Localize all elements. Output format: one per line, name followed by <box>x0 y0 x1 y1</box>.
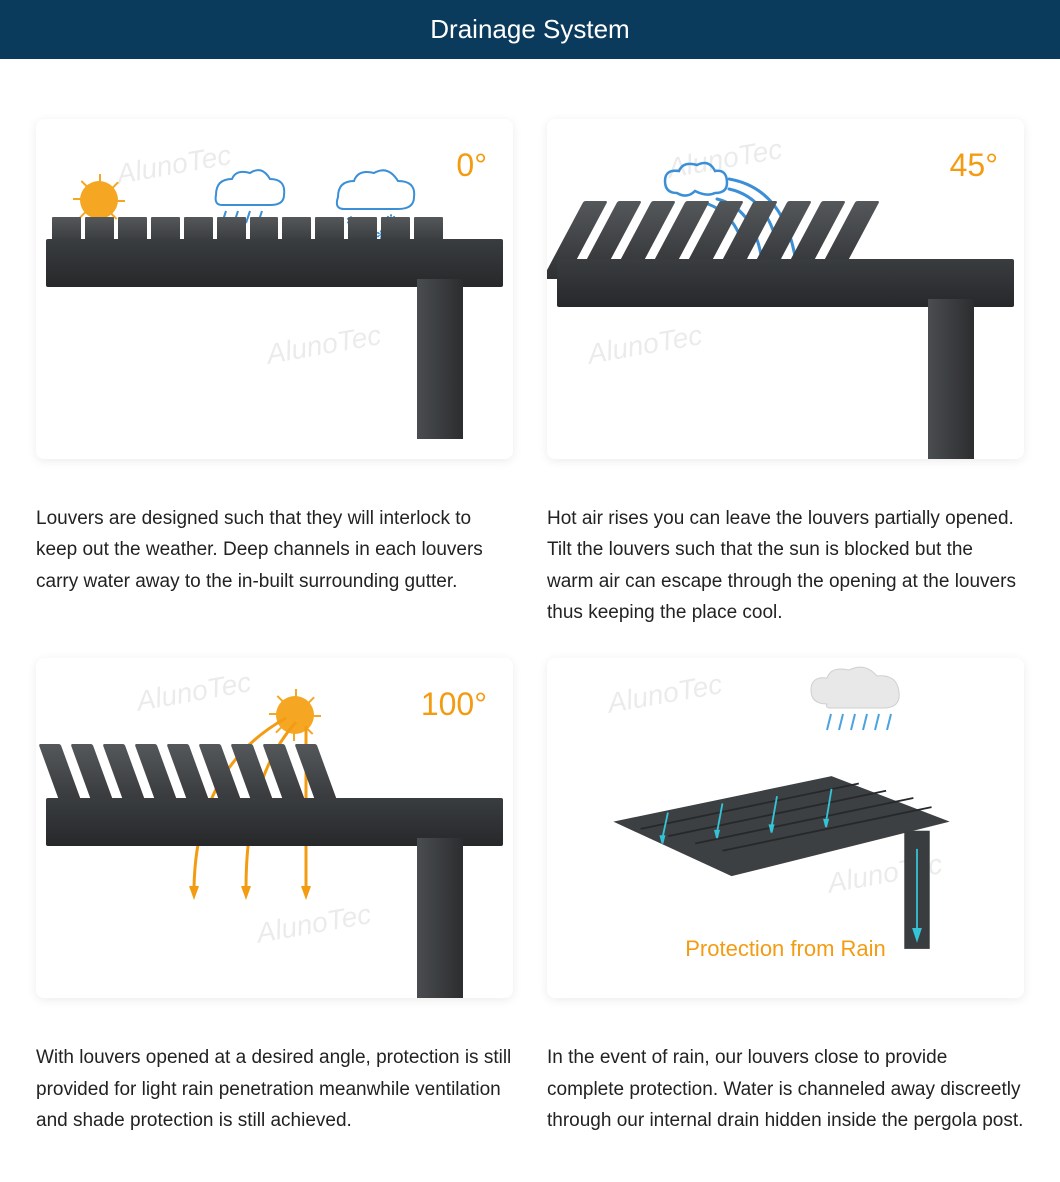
illustration-open: AlunoTec AlunoTec 100° <box>36 658 513 998</box>
angle-label: 0° <box>456 147 487 184</box>
angle-label: 100° <box>421 686 487 723</box>
panel-partial: AlunoTec AlunoTec 45° <box>547 119 1024 628</box>
louver-structure <box>46 239 503 287</box>
panel-caption: Protection from Rain <box>685 936 886 962</box>
watermark: AlunoTec <box>264 319 384 371</box>
panel-closed: AlunoTec AlunoTec 0° <box>36 119 513 628</box>
panel-rain: AlunoTec AlunoTec <box>547 658 1024 1136</box>
louver-structure <box>557 259 1014 307</box>
watermark: AlunoTec <box>605 669 725 721</box>
panel-open: AlunoTec AlunoTec 100° <box>36 658 513 1136</box>
panel-desc: In the event of rain, our louvers close … <box>547 1042 1024 1136</box>
sun-icon <box>80 181 118 219</box>
page-header: Drainage System <box>0 0 1060 59</box>
louver-structure <box>46 798 503 846</box>
panel-desc: Louvers are designed such that they will… <box>36 503 513 597</box>
illustration-closed: AlunoTec AlunoTec 0° <box>36 119 513 459</box>
watermark: AlunoTec <box>585 319 705 371</box>
angle-label: 45° <box>950 147 998 184</box>
page-title: Drainage System <box>430 14 629 44</box>
illustration-rain: AlunoTec AlunoTec <box>547 658 1024 998</box>
roof-iso-icon <box>587 758 967 958</box>
rain-cloud-icon <box>797 664 937 754</box>
panel-desc: With louvers opened at a desired angle, … <box>36 1042 513 1136</box>
panel-desc: Hot air rises you can leave the louvers … <box>547 503 1024 628</box>
panel-grid: AlunoTec AlunoTec 0° <box>0 59 1060 1176</box>
illustration-partial: AlunoTec AlunoTec 45° <box>547 119 1024 459</box>
